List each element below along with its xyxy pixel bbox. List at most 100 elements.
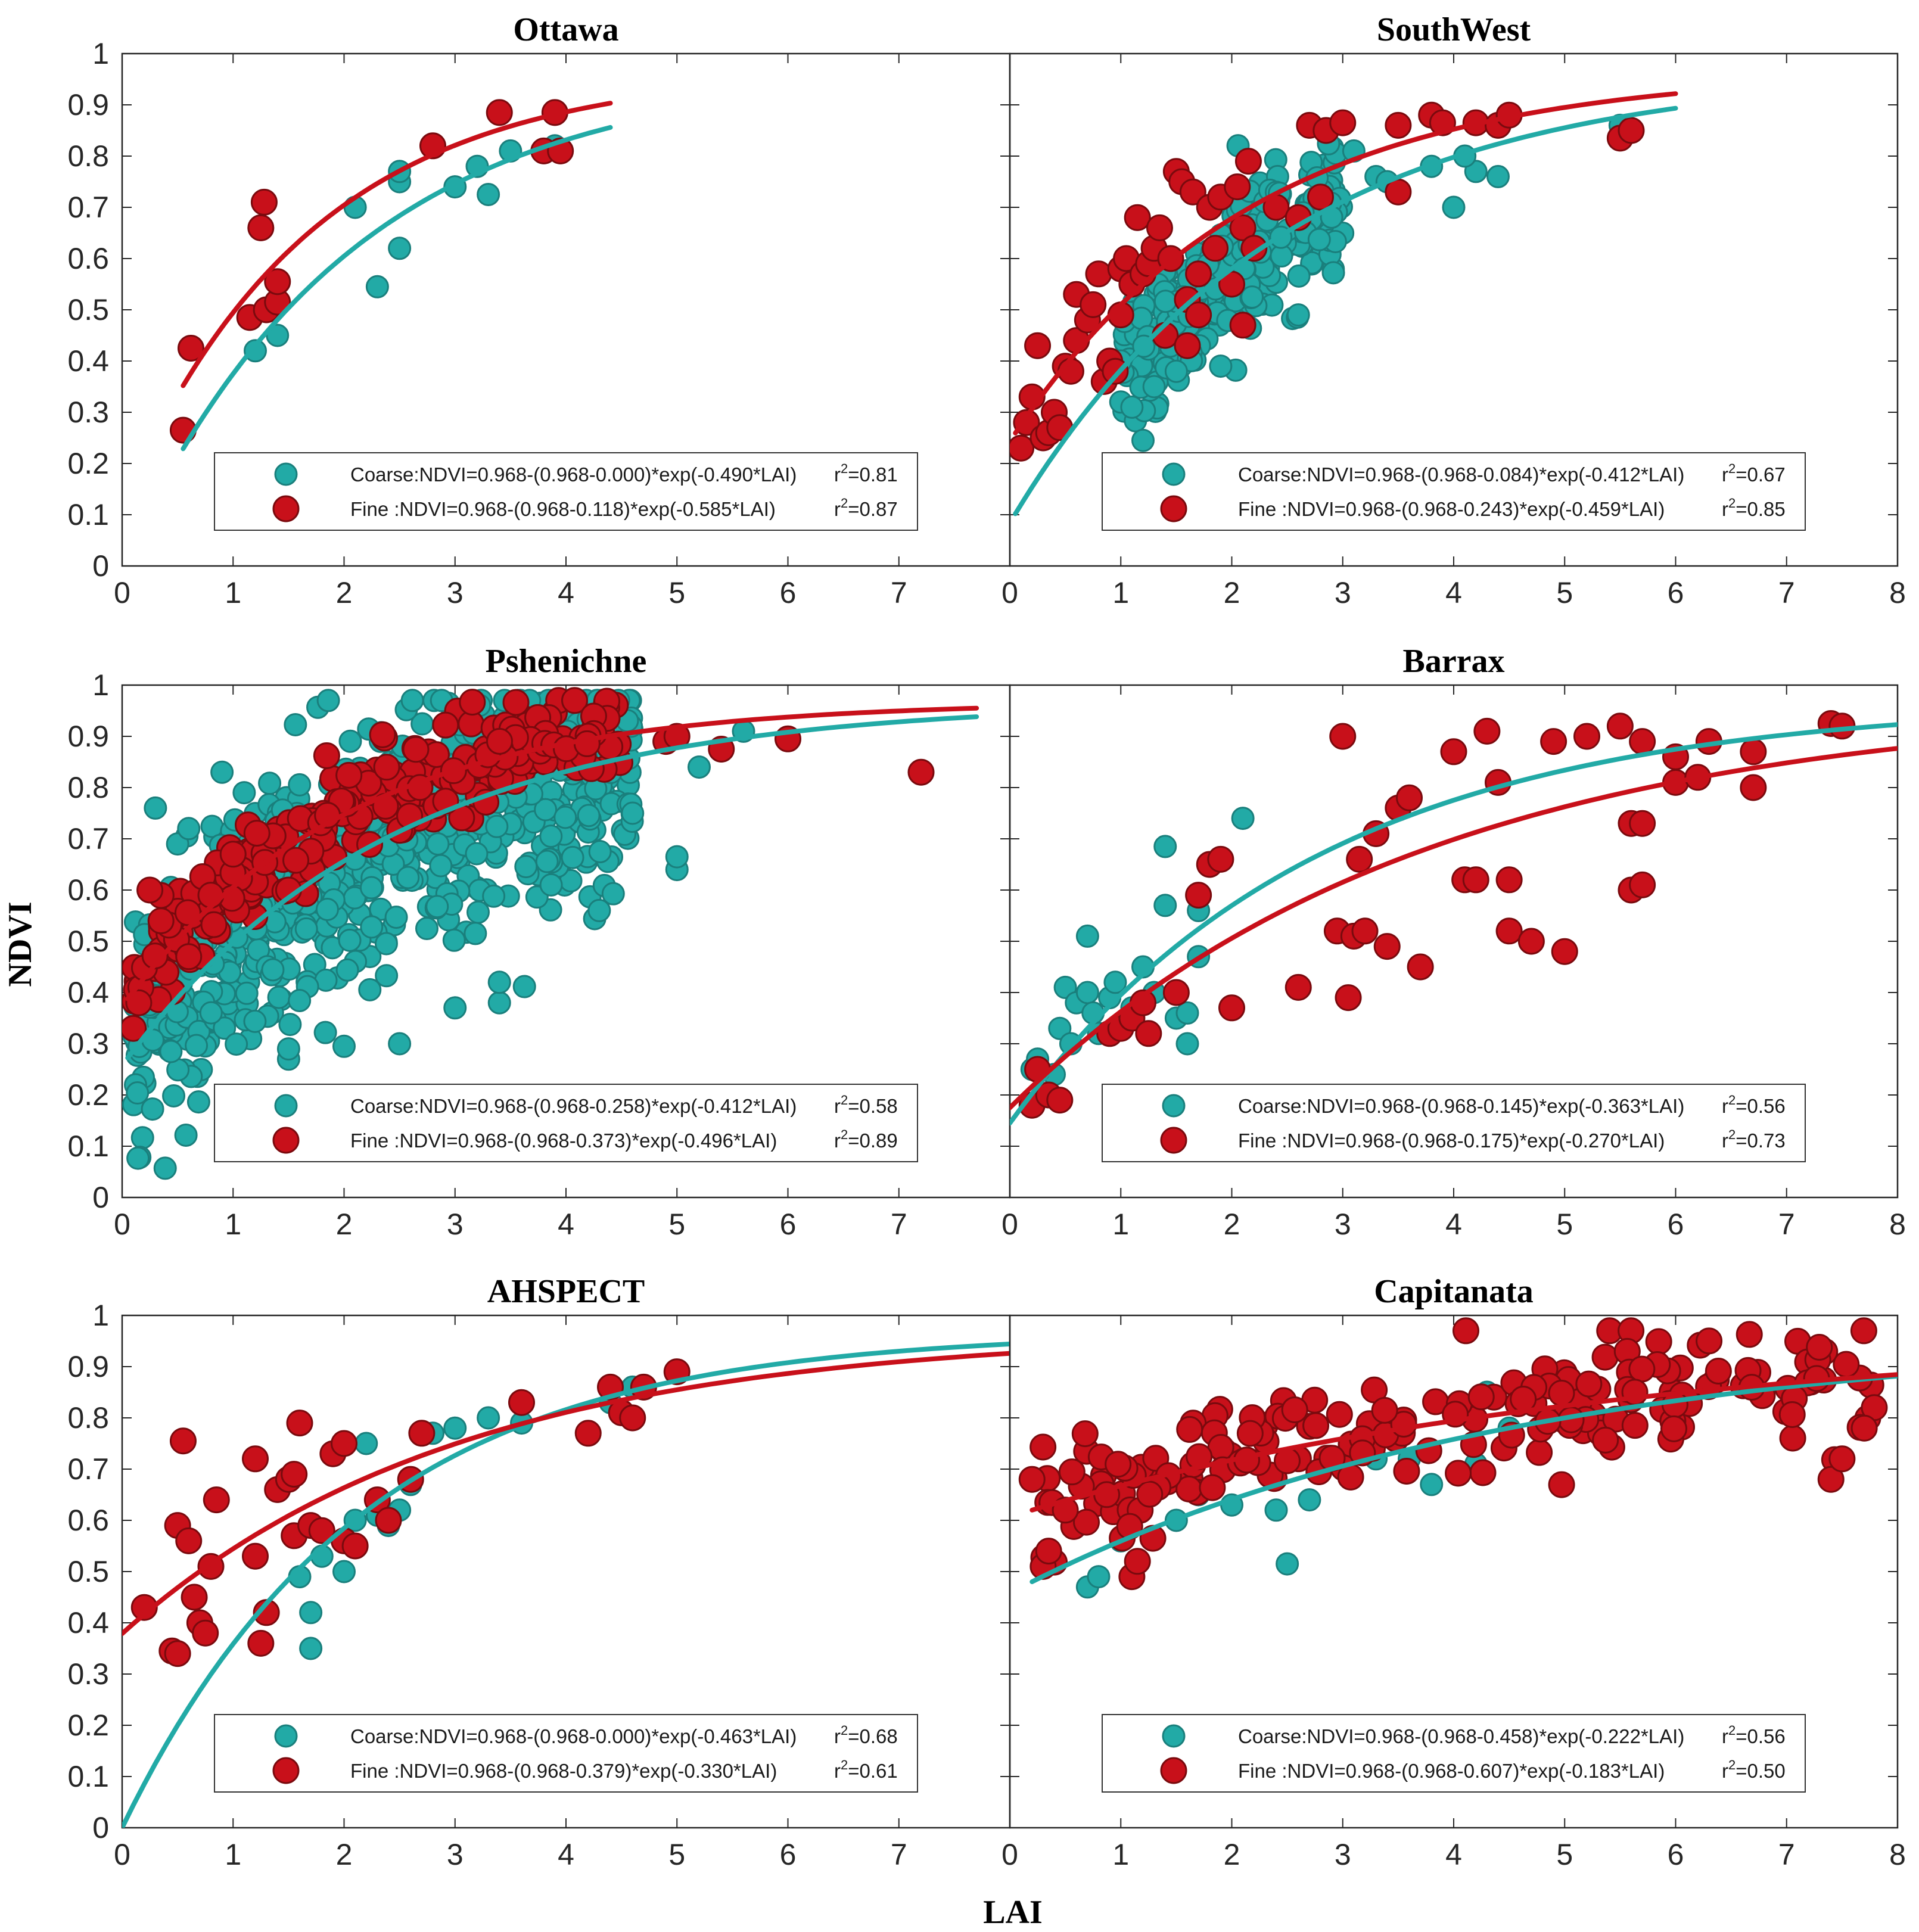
y-tick-label: 1 bbox=[92, 1299, 109, 1332]
x-tick-label: 1 bbox=[1112, 1208, 1129, 1241]
legend: Coarse:NDVI=0.968-(0.968-0.145)*exp(-0.3… bbox=[1102, 1084, 1806, 1162]
data-point-fine bbox=[1833, 1351, 1860, 1378]
data-point-fine bbox=[373, 754, 400, 781]
legend: Coarse:NDVI=0.968-(0.968-0.084)*exp(-0.4… bbox=[1102, 452, 1806, 531]
data-point-fine bbox=[1105, 1451, 1132, 1478]
panel-title: Barrax bbox=[1402, 643, 1504, 680]
data-point-fine bbox=[1393, 1457, 1420, 1485]
x-tick-label: 1 bbox=[1112, 576, 1129, 609]
data-point-coarse bbox=[174, 1123, 198, 1147]
data-point-fine bbox=[1236, 1420, 1264, 1447]
data-point-fine bbox=[1396, 784, 1423, 811]
data-point-coarse bbox=[332, 1034, 356, 1058]
data-point-coarse bbox=[335, 958, 359, 982]
y-tick-label: 0.5 bbox=[67, 293, 109, 326]
y-tick-label: 1 bbox=[92, 37, 109, 70]
legend-box bbox=[1102, 1084, 1806, 1162]
y-tick-label: 0.3 bbox=[67, 1027, 109, 1060]
data-point-fine bbox=[1329, 723, 1357, 750]
legend-box bbox=[1102, 452, 1806, 531]
data-point-fine bbox=[1445, 1460, 1472, 1487]
x-tick-label: 2 bbox=[336, 1208, 353, 1241]
data-point-fine bbox=[1058, 1458, 1086, 1486]
plot-area bbox=[122, 1342, 1010, 1828]
legend-r2-fine: r2=0.89 bbox=[834, 1127, 898, 1152]
data-point-coarse bbox=[534, 798, 558, 822]
data-point-fine bbox=[1548, 1471, 1575, 1498]
data-point-coarse bbox=[1120, 395, 1144, 419]
data-point-coarse bbox=[185, 1034, 209, 1057]
x-tick-label: 5 bbox=[668, 1208, 685, 1241]
legend-r2-fine: r2=0.50 bbox=[1722, 1757, 1786, 1782]
data-point-fine bbox=[907, 758, 935, 786]
y-tick-label: 0.9 bbox=[67, 1350, 109, 1383]
data-point-fine bbox=[1629, 871, 1656, 898]
data-point-fine bbox=[1351, 917, 1379, 945]
data-point-fine bbox=[375, 1507, 402, 1534]
data-point-coarse bbox=[512, 975, 536, 998]
y-tick-label: 0.1 bbox=[67, 498, 109, 531]
data-point-fine bbox=[408, 1420, 436, 1447]
data-point-coarse bbox=[665, 845, 689, 869]
fit-line-fine bbox=[122, 1351, 1010, 1637]
data-point-fine bbox=[219, 841, 247, 868]
x-tick-label: 7 bbox=[891, 576, 907, 609]
y-tick-label: 0.6 bbox=[67, 242, 109, 275]
data-point-fine bbox=[508, 1389, 535, 1416]
data-point-fine bbox=[147, 907, 175, 935]
data-point-coarse bbox=[358, 978, 382, 1001]
legend-marker-fine bbox=[272, 1757, 300, 1784]
data-point-coarse bbox=[278, 1013, 302, 1037]
data-point-coarse bbox=[261, 958, 285, 982]
data-point-fine bbox=[1346, 845, 1373, 873]
data-point-coarse bbox=[288, 989, 312, 1013]
data-point-fine bbox=[486, 99, 513, 126]
legend: Coarse:NDVI=0.968-(0.968-0.458)*exp(-0.2… bbox=[1102, 1714, 1806, 1793]
data-point-coarse bbox=[539, 825, 563, 848]
data-point-fine bbox=[1473, 717, 1501, 745]
data-point-coarse bbox=[415, 917, 438, 941]
legend-marker-fine bbox=[1160, 1127, 1187, 1154]
x-tick-label: 2 bbox=[336, 1838, 353, 1871]
data-point-fine bbox=[1135, 1020, 1162, 1047]
data-point-fine bbox=[308, 1517, 335, 1544]
x-axis-label: LAI bbox=[983, 1894, 1043, 1931]
fit-line-fine bbox=[1030, 1372, 1898, 1513]
plot-area bbox=[122, 687, 979, 1180]
data-point-fine bbox=[264, 268, 291, 295]
data-point-coarse bbox=[1231, 807, 1255, 830]
x-tick-label: 0 bbox=[114, 1838, 130, 1871]
data-point-coarse bbox=[487, 970, 511, 994]
x-tick-label: 3 bbox=[447, 1838, 464, 1871]
data-point-fine bbox=[1407, 953, 1434, 981]
data-point-fine bbox=[1817, 1466, 1845, 1493]
x-tick-label: 4 bbox=[558, 576, 574, 609]
data-point-coarse bbox=[1442, 195, 1466, 219]
data-point-coarse bbox=[199, 1001, 223, 1025]
y-tick-label: 0.7 bbox=[67, 822, 109, 855]
legend-equation-coarse: Coarse:NDVI=0.968-(0.968-0.258)*exp(-0.4… bbox=[350, 1095, 797, 1117]
data-point-coarse bbox=[425, 895, 449, 919]
data-point-fine bbox=[561, 687, 588, 714]
data-point-fine bbox=[1517, 928, 1545, 955]
data-point-coarse bbox=[1286, 303, 1310, 327]
data-point-fine bbox=[242, 1445, 269, 1473]
data-point-coarse bbox=[141, 1097, 164, 1121]
x-tick-label: 7 bbox=[891, 1838, 907, 1871]
fit-line-fine bbox=[1010, 746, 1898, 1110]
data-point-coarse bbox=[177, 817, 201, 841]
x-tick-label: 2 bbox=[1224, 576, 1240, 609]
legend: Coarse:NDVI=0.968-(0.968-0.000)*exp(-0.4… bbox=[214, 452, 918, 531]
data-point-coarse bbox=[466, 900, 490, 924]
data-point-fine bbox=[1540, 728, 1567, 755]
data-point-fine bbox=[1629, 810, 1656, 837]
data-point-coarse bbox=[153, 1156, 177, 1180]
x-tick-label: 4 bbox=[1445, 576, 1462, 609]
plot-area bbox=[169, 99, 613, 452]
legend-box bbox=[214, 1084, 918, 1162]
data-point-coarse bbox=[388, 237, 412, 260]
data-point-fine bbox=[1660, 1415, 1687, 1442]
legend-equation-fine: Fine :NDVI=0.968-(0.968-0.373)*exp(-0.49… bbox=[350, 1130, 777, 1152]
data-point-fine bbox=[1080, 291, 1107, 318]
y-tick-label: 0.2 bbox=[67, 447, 109, 480]
